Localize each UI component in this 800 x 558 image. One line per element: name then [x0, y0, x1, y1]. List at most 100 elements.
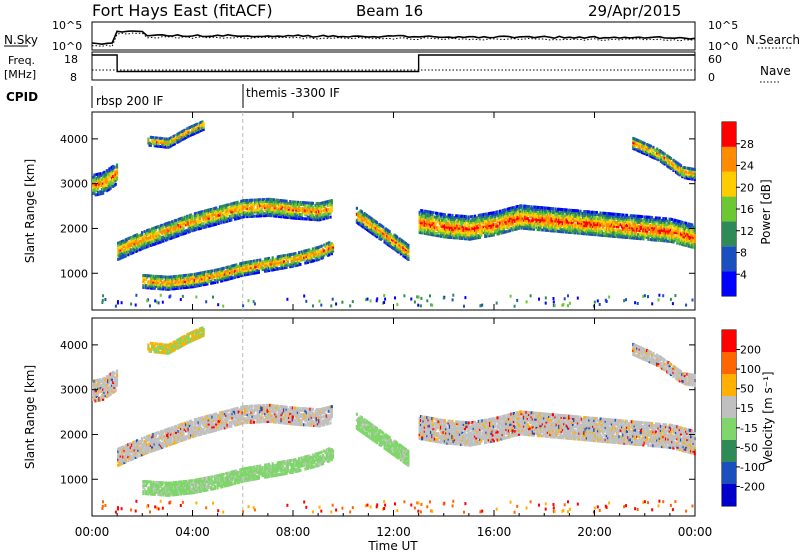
- noise-right-tick-top: 10^5: [708, 19, 738, 32]
- station-title: Fort Hays East (fitACF): [92, 1, 273, 20]
- cpid-label: CPID: [6, 90, 38, 104]
- date-title: 29/Apr/2015: [588, 2, 681, 20]
- range-cell: [396, 236, 398, 239]
- range-cell: [253, 215, 255, 218]
- range-cell: [685, 171, 687, 174]
- range-cell: [650, 145, 652, 148]
- range-cell: [660, 156, 662, 159]
- noise-left-tick-bottom: 10^0: [52, 40, 82, 53]
- range-cell: [641, 215, 643, 218]
- range-cell: [331, 199, 333, 202]
- noise-lines: [92, 31, 695, 47]
- range-cell: [115, 183, 117, 186]
- range-cell: [552, 207, 554, 210]
- range-cell: [567, 304, 569, 307]
- range-cell: [299, 263, 301, 266]
- range-cell: [504, 208, 506, 211]
- range-cell: [694, 168, 696, 171]
- range-cell: [286, 298, 288, 301]
- range-cell: [329, 216, 331, 219]
- range-cell: [389, 230, 391, 233]
- range-cell: [656, 148, 658, 151]
- range-cell: [287, 202, 289, 205]
- range-cell: [665, 162, 667, 165]
- frequency-line: [92, 55, 695, 72]
- range-cell: [175, 219, 177, 222]
- nave-label: Nave: [760, 64, 791, 78]
- range-cell: [361, 210, 363, 213]
- beam-title: Beam 16: [356, 2, 423, 20]
- range-cell: [223, 267, 225, 270]
- range-cell: [452, 298, 454, 301]
- range-cell: [217, 303, 219, 306]
- range-cell: [228, 203, 230, 206]
- range-cell: [115, 305, 117, 308]
- freq-tick-18: 18: [64, 53, 78, 66]
- range-cell: [366, 226, 368, 229]
- range-cell: [652, 146, 654, 149]
- range-cell: [214, 279, 216, 282]
- range-cell: [332, 244, 334, 247]
- range-cell: [649, 150, 651, 153]
- range-cell: [664, 153, 666, 156]
- range-cell: [110, 187, 112, 190]
- range-cell: [180, 298, 182, 301]
- range-cell: [510, 295, 512, 298]
- range-cell: [382, 226, 384, 229]
- nave-tick-0: 0: [708, 71, 715, 84]
- range-cell: [211, 269, 213, 272]
- noise-panel: N.Sky 10^5 10^0 10^5 10^0 N.Search: [4, 19, 800, 53]
- freq-panel: Freq. [MHz] 18 8 60 0 Nave: [4, 52, 791, 84]
- range-cell: [147, 138, 149, 141]
- range-cell: [468, 215, 470, 218]
- range-cell: [432, 211, 434, 214]
- range-cell: [376, 221, 378, 224]
- range-cell: [694, 176, 696, 179]
- range-cell: [191, 215, 193, 218]
- range-cell: [465, 215, 467, 218]
- range-cell: [237, 201, 239, 204]
- freq-left-label-1: Freq.: [8, 54, 35, 67]
- range-cell: [252, 199, 254, 202]
- range-cell: [634, 301, 636, 304]
- noise-right-label: N.Search: [746, 33, 800, 47]
- noise-sky-line: [92, 31, 695, 44]
- range-cell: [259, 259, 261, 262]
- freq-tick-8: 8: [70, 71, 77, 84]
- range-cell: [670, 157, 672, 160]
- range-cell: [407, 244, 409, 247]
- noise-right-tick-bottom: 10^0: [708, 40, 738, 53]
- range-cell: [684, 166, 686, 169]
- range-cell: [312, 202, 314, 205]
- range-cell: [141, 231, 143, 234]
- range-cell: [136, 247, 138, 250]
- cpid-panel: CPID rbsp 200 IF themis -3300 IF: [6, 84, 340, 108]
- noise-search-line: [92, 33, 695, 47]
- range-cell: [674, 294, 676, 297]
- range-cell: [680, 164, 682, 167]
- range-cell: [113, 166, 115, 169]
- cpid-segment-2: themis -3300 IF: [246, 86, 340, 100]
- range-cell: [362, 223, 364, 226]
- range-cell: [497, 225, 499, 228]
- range-cell: [384, 298, 386, 301]
- range-cell: [390, 233, 392, 236]
- power-data: [92, 112, 696, 310]
- range-cell: [130, 248, 132, 251]
- range-cell: [694, 246, 696, 249]
- range-cell: [520, 204, 522, 207]
- range-cell: [597, 299, 599, 302]
- noise-left-label: N.Sky: [4, 33, 38, 47]
- noise-left-tick-top: 10^5: [52, 19, 82, 32]
- range-cell: [298, 251, 300, 254]
- range-cell: [321, 245, 323, 248]
- cpid-segment-1: rbsp 200 IF: [96, 94, 163, 108]
- range-cell: [203, 122, 205, 125]
- range-cell: [356, 207, 358, 210]
- range-cell: [116, 164, 118, 167]
- range-cell: [694, 234, 696, 237]
- range-cell: [195, 296, 197, 299]
- range-cell: [644, 142, 646, 145]
